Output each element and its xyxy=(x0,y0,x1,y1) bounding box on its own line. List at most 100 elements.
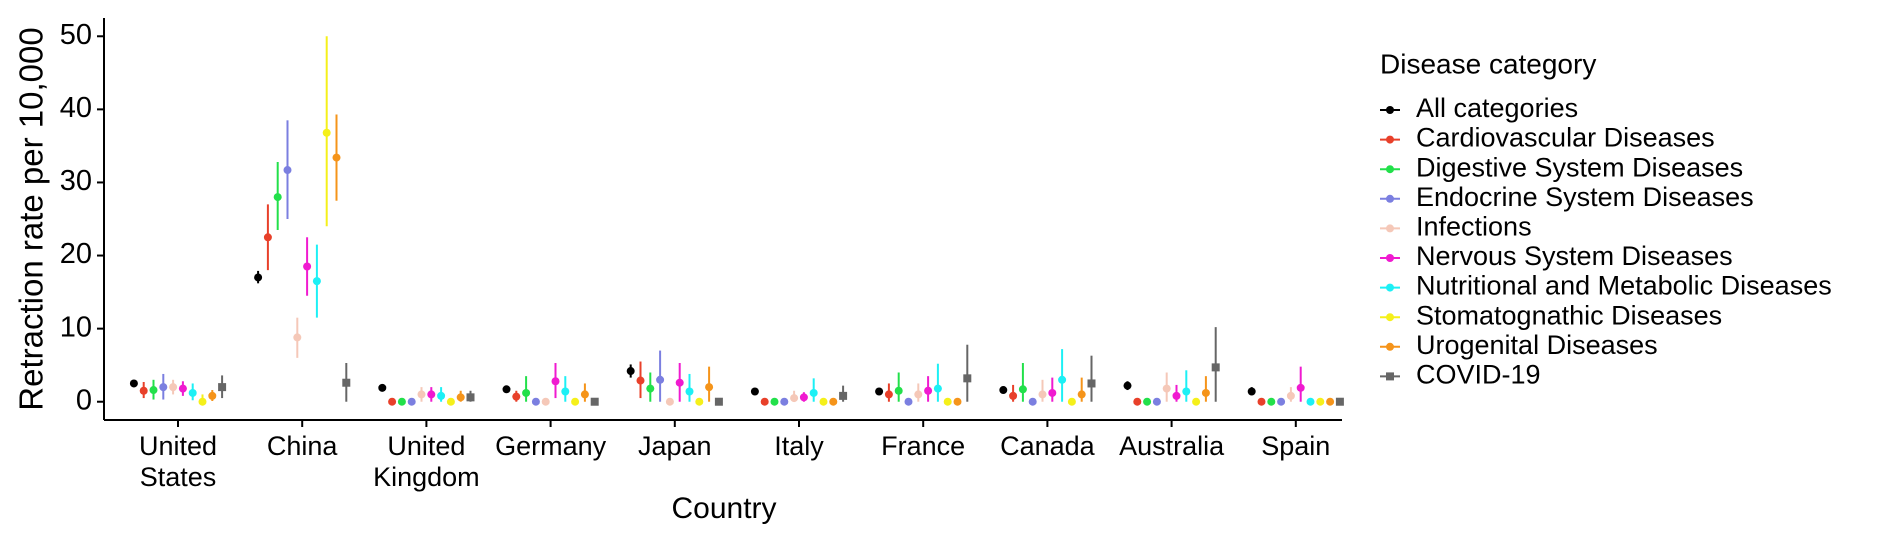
x-tick-label: Spain xyxy=(1261,431,1331,461)
legend-label: Cardiovascular Diseases xyxy=(1416,123,1715,153)
point xyxy=(933,384,942,393)
point xyxy=(417,390,426,399)
point xyxy=(502,385,511,394)
point xyxy=(397,397,406,406)
y-tick-label: 20 xyxy=(60,238,92,270)
x-tick-label: France xyxy=(881,431,966,461)
point xyxy=(590,397,599,406)
point xyxy=(427,390,436,399)
point xyxy=(1277,397,1286,406)
point xyxy=(283,166,292,175)
point xyxy=(714,397,723,406)
y-tick-label: 30 xyxy=(60,165,92,197)
point xyxy=(218,383,227,392)
legend-marker xyxy=(1386,165,1394,174)
point xyxy=(580,390,589,399)
point xyxy=(541,397,550,406)
point xyxy=(750,387,759,396)
point xyxy=(884,390,893,399)
point xyxy=(665,397,674,406)
legend-marker xyxy=(1386,283,1394,292)
legend-marker xyxy=(1386,372,1394,381)
x-tick-label: China xyxy=(266,431,338,461)
legend-marker xyxy=(1386,254,1394,262)
y-tick-label: 0 xyxy=(76,384,92,416)
point xyxy=(770,397,779,406)
point xyxy=(1133,397,1142,406)
point xyxy=(159,383,168,392)
legend-marker xyxy=(1386,194,1394,203)
legend-label: COVID-19 xyxy=(1416,360,1541,390)
legend-label: Infections xyxy=(1416,212,1532,242)
point xyxy=(894,386,903,395)
legend-label: Digestive System Diseases xyxy=(1416,152,1743,182)
point xyxy=(551,377,560,386)
point xyxy=(924,386,933,395)
legend-label: All categories xyxy=(1416,93,1578,123)
point xyxy=(571,397,580,406)
point xyxy=(273,193,282,202)
point xyxy=(531,397,540,406)
point xyxy=(780,397,789,406)
point xyxy=(904,397,913,406)
x-tick-label: United States xyxy=(138,431,218,492)
point xyxy=(1211,363,1220,372)
point xyxy=(198,397,207,406)
point xyxy=(943,397,952,406)
point xyxy=(1028,397,1037,406)
point xyxy=(1286,391,1295,400)
point xyxy=(636,376,645,385)
point xyxy=(1201,388,1210,397)
point xyxy=(1038,390,1047,399)
point xyxy=(208,391,217,400)
point xyxy=(312,277,321,286)
point xyxy=(1018,385,1027,394)
x-tick-label: Canada xyxy=(1000,431,1095,461)
point xyxy=(1257,397,1266,406)
point xyxy=(790,394,799,403)
point xyxy=(1316,397,1325,406)
point xyxy=(332,153,341,162)
point xyxy=(809,388,818,397)
point xyxy=(953,397,962,406)
point xyxy=(169,383,178,392)
point xyxy=(1182,387,1191,396)
point xyxy=(819,397,828,406)
point xyxy=(705,383,714,392)
point xyxy=(456,393,465,402)
point xyxy=(446,397,455,406)
point xyxy=(1247,387,1256,396)
point xyxy=(1172,391,1181,400)
point xyxy=(1152,397,1161,406)
point xyxy=(139,386,148,395)
y-tick-label: 50 xyxy=(60,19,92,51)
x-tick-label: Germany xyxy=(495,431,607,461)
x-tick-label: Australia xyxy=(1119,431,1225,461)
y-axis-title: Retraction rate per 10,000 xyxy=(13,27,50,410)
point xyxy=(963,374,972,383)
point xyxy=(1162,384,1171,393)
point xyxy=(914,390,923,399)
y-tick-label: 10 xyxy=(60,311,92,343)
point xyxy=(322,128,331,137)
point xyxy=(178,384,187,393)
y-tick-label: 40 xyxy=(60,92,92,124)
point xyxy=(1326,397,1335,406)
point xyxy=(695,397,704,406)
point xyxy=(407,397,416,406)
point xyxy=(129,379,138,388)
point xyxy=(522,388,531,397)
legend-label: Stomatognathic Diseases xyxy=(1416,300,1722,330)
point xyxy=(149,386,158,395)
point xyxy=(875,387,884,396)
point xyxy=(561,387,570,396)
point xyxy=(1087,379,1096,388)
x-tick-label: United Kingdom xyxy=(373,431,480,492)
point xyxy=(1296,383,1305,392)
point xyxy=(466,393,475,402)
point xyxy=(378,383,387,392)
point xyxy=(675,378,684,387)
point xyxy=(1048,388,1057,397)
